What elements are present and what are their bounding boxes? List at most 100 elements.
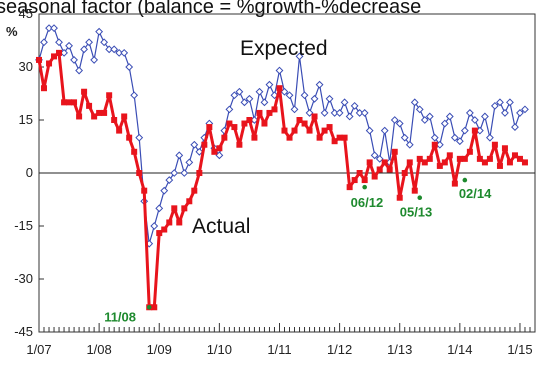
series-layer	[35, 24, 529, 311]
data-point-actual	[371, 173, 378, 180]
data-point-expected	[240, 98, 249, 107]
data-point-expected	[355, 109, 364, 117]
data-point-expected	[470, 116, 479, 124]
data-point-expected	[300, 91, 309, 100]
data-point-actual	[241, 120, 248, 127]
data-point-expected	[230, 91, 239, 100]
data-point-actual	[266, 109, 273, 116]
data-point-actual	[416, 155, 423, 162]
data-point-expected	[395, 119, 404, 128]
data-point-expected	[490, 101, 499, 110]
y-axis: 45 30 15 0 -15 -30 -45	[14, 6, 44, 339]
data-point-expected	[160, 186, 169, 195]
data-point-actual	[511, 152, 518, 159]
data-point-expected	[285, 91, 294, 100]
data-point-expected	[105, 45, 114, 54]
data-point-expected	[110, 45, 119, 54]
data-point-actual	[366, 159, 373, 166]
data-point-expected	[175, 151, 184, 160]
data-point-actual	[251, 134, 258, 141]
data-point-actual	[336, 134, 343, 141]
data-point-actual	[381, 159, 388, 166]
x-tick-label: 1/11	[267, 342, 291, 357]
x-tick-label: 1/13	[387, 342, 412, 357]
data-point-expected	[155, 204, 164, 213]
series-label-expected: Expected	[240, 37, 328, 60]
data-point-expected	[275, 66, 284, 75]
data-point-actual	[456, 155, 463, 162]
data-point-expected	[50, 24, 58, 33]
data-point-expected	[521, 105, 529, 114]
data-point-expected	[260, 98, 269, 107]
data-point-actual	[181, 205, 188, 212]
data-point-actual	[431, 141, 438, 148]
data-point-actual	[291, 127, 298, 134]
y-tick-label: 15	[19, 112, 33, 127]
data-point-expected	[325, 94, 334, 103]
data-point-actual	[386, 166, 393, 173]
data-point-actual	[121, 113, 128, 120]
data-point-actual	[351, 177, 358, 184]
data-point-actual	[451, 180, 458, 187]
data-point-actual	[461, 155, 468, 162]
data-point-actual	[256, 109, 263, 116]
data-point-expected	[370, 151, 379, 160]
x-tick-label: 1/07	[26, 342, 51, 357]
data-point-expected	[330, 109, 339, 117]
data-point-actual	[211, 148, 218, 155]
annotation-label-a0214: 02/14	[459, 186, 492, 201]
annotation-marker	[362, 184, 367, 190]
data-point-actual	[116, 127, 123, 134]
data-point-expected	[65, 41, 73, 50]
data-point-expected	[506, 98, 514, 107]
data-point-actual	[61, 99, 68, 106]
y-tick-label: 45	[19, 6, 33, 21]
data-point-actual	[261, 120, 268, 127]
x-tick-label: 1/08	[86, 342, 111, 357]
data-point-actual	[356, 170, 363, 176]
x-axis: 1/07 1/08 1/09 1/10 1/11 1/12 1/13 1/14 1/15	[26, 323, 536, 357]
data-point-actual	[71, 99, 78, 106]
data-point-actual	[186, 198, 193, 205]
data-point-expected	[365, 126, 374, 135]
data-point-expected	[405, 140, 414, 149]
data-point-expected	[375, 154, 384, 163]
data-point-actual	[156, 230, 163, 237]
data-point-expected	[501, 109, 509, 117]
data-point-expected	[80, 45, 88, 54]
data-point-actual	[436, 162, 443, 169]
data-point-actual	[426, 155, 433, 162]
data-point-expected	[486, 133, 494, 142]
data-point-actual	[66, 99, 73, 106]
data-point-expected	[190, 140, 199, 149]
data-point-actual	[126, 134, 133, 141]
data-point-actual	[56, 49, 63, 56]
data-point-expected	[290, 105, 299, 114]
data-point-expected	[130, 91, 139, 100]
data-point-expected	[450, 133, 459, 142]
data-point-actual	[101, 109, 108, 116]
y-tick-label: 30	[19, 59, 33, 74]
data-point-actual	[216, 145, 223, 152]
data-point-expected	[440, 119, 449, 128]
data-point-actual	[151, 304, 158, 311]
data-point-expected	[305, 109, 314, 117]
annotation-marker	[146, 304, 152, 310]
data-point-actual	[481, 159, 488, 166]
data-point-actual	[421, 159, 428, 166]
data-point-expected	[195, 147, 204, 156]
data-point-actual	[161, 226, 168, 233]
chart-title: seasonal factor (balance = %growth-%decr…	[0, 0, 421, 18]
data-point-expected	[465, 109, 474, 117]
data-point-expected	[265, 80, 274, 89]
data-point-expected	[415, 105, 424, 114]
data-point-actual	[276, 85, 283, 92]
data-point-expected	[135, 133, 144, 142]
data-point-actual	[40, 85, 47, 92]
data-point-actual	[196, 170, 203, 176]
data-point-expected	[481, 112, 489, 121]
data-point-expected	[255, 87, 264, 96]
data-point-expected	[70, 56, 78, 64]
data-point-actual	[411, 187, 418, 194]
